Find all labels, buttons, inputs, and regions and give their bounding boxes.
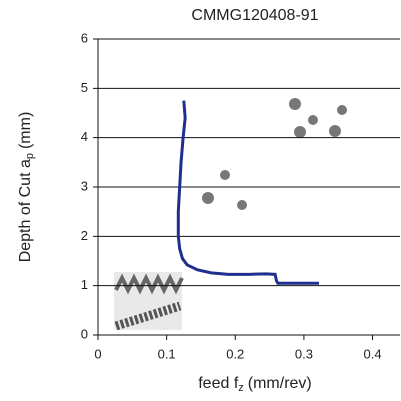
y-label-unit: (mm) — [17, 112, 34, 149]
x-axis-label: feed fz (mm/rev) — [198, 375, 312, 394]
y-tick-label: 4 — [81, 129, 88, 144]
y-label-text: Depth of Cut a — [17, 159, 34, 262]
chip-image — [202, 98, 347, 210]
chart-title: CMMG120408-91 — [191, 7, 318, 24]
x-label-text: feed f — [198, 375, 239, 392]
y-label-sub: p — [24, 153, 36, 159]
spring-image — [114, 272, 184, 331]
x-label-sub: z — [238, 382, 244, 394]
data-line — [176, 100, 320, 285]
x-tick-label: 0 — [94, 346, 101, 361]
y-tick-label: 1 — [81, 277, 88, 292]
x-tick-label: 0.2 — [226, 346, 244, 361]
y-axis-label: Depth of Cut ap (mm) — [17, 112, 36, 263]
y-tick-label: 6 — [81, 30, 88, 45]
y-tick-label: 2 — [81, 228, 88, 243]
x-tick-label: 0.1 — [158, 346, 176, 361]
y-tick-label: 5 — [81, 80, 88, 95]
y-tick-label: 3 — [81, 178, 88, 193]
x-tick-label: 0.4 — [364, 346, 382, 361]
y-tick-label: 0 — [81, 326, 88, 341]
x-label-unit: (mm/rev) — [248, 375, 312, 392]
x-tick-label: 0.3 — [295, 346, 313, 361]
